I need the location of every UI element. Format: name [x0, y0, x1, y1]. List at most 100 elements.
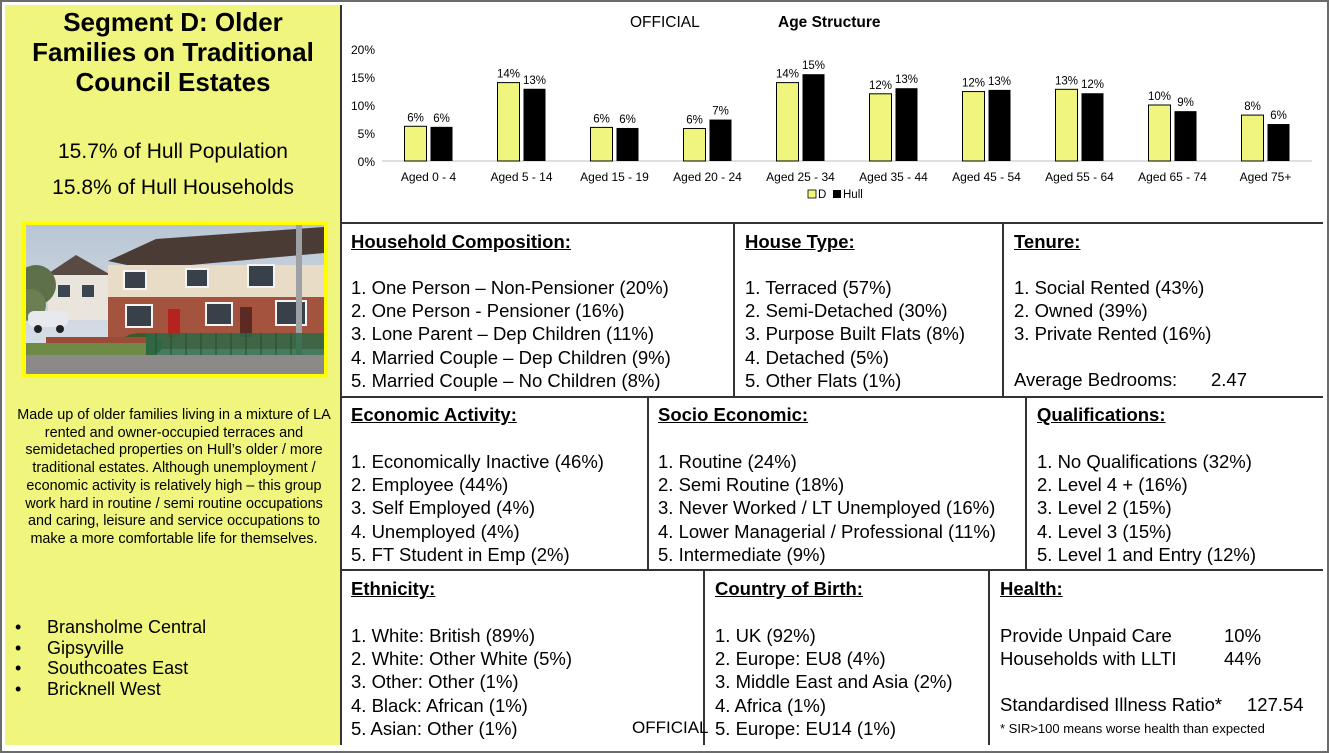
y-tick-label: 0% [358, 155, 376, 169]
y-tick-label: 10% [351, 99, 375, 113]
list-item: 1. White: British (89%) [351, 625, 536, 646]
list-item: • Southcoates East [15, 658, 189, 678]
bar-d [404, 125, 427, 162]
official-marking: OFFICIAL [630, 14, 700, 31]
list-item: 1. One Person – Non-Pensioner (20%) [351, 277, 669, 298]
list-item: 5. Europe: EU14 (1%) [715, 717, 896, 739]
list-item: 2. Level 4 + (16%) [1037, 474, 1188, 496]
unpaid-care-value: 10% [1224, 625, 1262, 646]
list-item: 3. Never Worked / LT Unemployed (16%) [658, 497, 996, 519]
bedrooms-label: Average Bedrooms: [1014, 369, 1178, 390]
bar-hull [895, 88, 918, 161]
house-type-list: 1. Terraced (57%) 2. Semi-Detached (30%)… [745, 276, 965, 392]
list-item: 3. Middle East and Asia (2%) [715, 671, 953, 693]
bar-hull [709, 119, 732, 161]
y-tick-label: 5% [358, 127, 376, 141]
data-label: 14% [776, 69, 799, 81]
list-item: • Gipsyville [15, 637, 125, 658]
list-item: 1. Social Rented (43%) [1014, 277, 1205, 298]
bar-hull [616, 127, 639, 161]
list-item: 4. Black: African (1%) [351, 694, 528, 716]
list-item: 5. Level 1 and Entry (12%) [1037, 543, 1257, 565]
divider [733, 223, 735, 397]
data-label: 13% [523, 75, 546, 87]
list-item: 5. Intermediate (9%) [658, 543, 826, 565]
household-list: 1. One Person – Non-Pensioner (20%) 2. O… [351, 276, 671, 392]
x-tick-label: Aged 15 - 19 [580, 170, 649, 184]
list-item: 3. Level 2 (15%) [1037, 497, 1172, 519]
data-label: 10% [1148, 91, 1171, 103]
qualifications-list: 1. No Qualifications (32%) 2. Level 4 + … [1037, 450, 1256, 566]
x-tick-label: Aged 25 - 34 [766, 170, 835, 184]
x-tick-label: Aged 65 - 74 [1138, 170, 1207, 184]
list-item: 1. Routine (24%) [658, 451, 797, 472]
bar-d [590, 126, 613, 162]
data-label: 13% [895, 74, 918, 86]
list-item: 2. White: Other White (5%) [351, 648, 573, 670]
sir-label: Standardised Illness Ratio* [1000, 694, 1223, 715]
list-item: 2. Europe: EU8 (4%) [715, 648, 886, 670]
data-label: 7% [712, 106, 729, 118]
list-item: 2. Employee (44%) [351, 474, 509, 496]
birth-heading: Country of Birth: [715, 578, 863, 599]
x-tick-label: Aged 0 - 4 [401, 170, 457, 184]
y-tick-label: 15% [351, 71, 375, 85]
x-tick-label: Aged 45 - 54 [952, 170, 1021, 184]
socio-heading: Socio Economic: [658, 404, 809, 425]
birth-list: 1. UK (92%) 2. Europe: EU8 (4%) 3. Middl… [715, 624, 953, 740]
data-label: 13% [1055, 75, 1078, 87]
household-heading: Household Composition: [351, 231, 571, 252]
households-share: 15.8% of Hull Households [52, 176, 294, 199]
list-item: 1. Economically Inactive (46%) [351, 451, 604, 472]
bar-hull [802, 74, 825, 161]
x-tick-label: Aged 55 - 64 [1045, 170, 1114, 184]
list-item: 5. Married Couple – No Children (8%) [351, 369, 661, 391]
bar-d [683, 128, 706, 162]
list-item: • Bransholme Central [15, 617, 207, 637]
divider [647, 397, 649, 570]
tenure-list: 1. Social Rented (43%) 2. Owned (39%) 3.… [1014, 276, 1211, 346]
list-item: 2. Semi Routine (18%) [658, 474, 845, 496]
data-label: 9% [1177, 97, 1194, 109]
data-label: 12% [869, 80, 892, 92]
x-tick-label: Aged 35 - 44 [859, 170, 928, 184]
list-item: 2. Owned (39%) [1014, 300, 1148, 322]
bar-d [1055, 88, 1078, 162]
official-marking-footer: OFFICIAL [632, 718, 709, 737]
divider [1002, 223, 1004, 397]
legend-swatch-d [807, 189, 817, 199]
llti-label: Households with LLTI [1000, 648, 1177, 669]
bar-hull [988, 89, 1011, 161]
street-photo [22, 221, 328, 378]
ethnicity-heading: Ethnicity: [351, 578, 436, 599]
house-type-heading: House Type: [745, 231, 855, 252]
segment-panel: Segment D: Older Families on Traditional… [5, 5, 341, 745]
list-item: 4. Lower Managerial / Professional (11%) [658, 520, 996, 542]
bar-hull [1267, 124, 1290, 161]
x-tick-label: Aged 75+ [1240, 170, 1292, 184]
legend-label: D [818, 189, 826, 201]
data-label: 6% [1270, 110, 1287, 122]
divider [341, 222, 1323, 224]
bar-hull [523, 88, 546, 161]
data-label: 6% [619, 114, 636, 126]
list-item: 4. Detached (5%) [745, 346, 889, 368]
socio-list: 1. Routine (24%) 2. Semi Routine (18%) 3… [658, 450, 996, 566]
bar-d [497, 82, 520, 162]
x-tick-label: Aged 5 - 14 [490, 170, 552, 184]
data-label: 8% [1244, 101, 1261, 113]
unpaid-care-label: Provide Unpaid Care [1000, 625, 1172, 646]
chart-title: Age Structure [778, 14, 881, 31]
list-item: 3. Private Rented (16%) [1014, 323, 1212, 345]
list-item: 2. One Person - Pensioner (16%) [351, 300, 625, 322]
bar-d [1148, 104, 1171, 162]
list-item: 5. Other Flats (1%) [745, 369, 902, 391]
data-label: 12% [1081, 79, 1104, 91]
bar-d [1241, 114, 1264, 162]
list-item: 4. Unemployed (4%) [351, 520, 520, 542]
list-item: 5. FT Student in Emp (2%) [351, 543, 570, 565]
sir-footnote: * SIR>100 means worse health than expect… [1000, 721, 1265, 736]
list-item: 3. Lone Parent – Dep Children (11%) [351, 323, 655, 345]
data-label: 12% [962, 78, 985, 90]
divider [988, 570, 990, 745]
